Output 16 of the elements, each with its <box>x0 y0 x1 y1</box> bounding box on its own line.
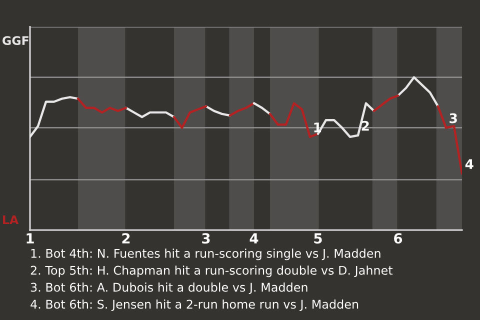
x-tick-label: 3 <box>202 233 210 244</box>
x-tick-label: 4 <box>250 233 258 244</box>
series-label: 1 <box>314 122 322 132</box>
series-label: 4 <box>465 159 474 169</box>
text: 3. Bot 6th: A. Dubois hit a double vs J. Madden <box>30 282 308 294</box>
text: 2. Top 5th: H. Chapman hit a run-scoring double vs D. Jahnet <box>30 266 393 278</box>
series-label: 3 <box>450 113 457 124</box>
text: LA <box>3 215 19 224</box>
x-tick-label: 2 <box>122 233 130 244</box>
series-label: 2 <box>362 120 369 131</box>
x-tick-label: 6 <box>394 233 402 244</box>
x-tick-label: 1 <box>26 233 34 244</box>
x-tick-label: 5 <box>314 233 322 244</box>
text: GGF <box>2 36 28 46</box>
text: 4. Bot 6th: S. Jensen hit a 2-run home run vs J. Madden <box>30 300 358 311</box>
text: 1. Bot 4th: N. Fuentes hit a run-scoring single vs J. Madden <box>31 248 380 260</box>
